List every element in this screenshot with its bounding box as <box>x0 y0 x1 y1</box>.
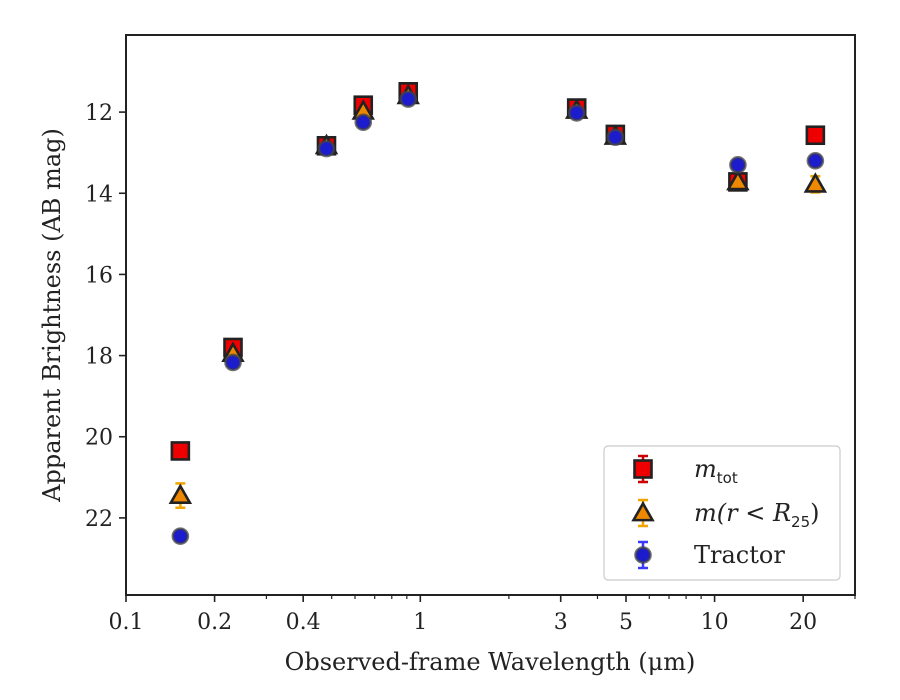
axis-ticks: 0.1 0.2 0.4 1 3 5 10 20 12 14 16 18 20 22 <box>85 101 856 635</box>
y-tick-label-5: 22 <box>85 507 113 532</box>
plot-frame <box>125 34 856 596</box>
point-mtot-0 <box>170 441 191 461</box>
y-tick-label-2: 16 <box>85 263 113 288</box>
legend-subscript: 25 <box>791 513 810 531</box>
legend-close: ) <box>810 499 819 527</box>
legend-marker-m-r25 <box>631 500 655 522</box>
x-tick-label-6: 10 <box>701 610 729 635</box>
legend: mtot m(r < R25) Tractor <box>603 445 841 581</box>
y-tick-label-0: 12 <box>85 101 113 126</box>
point-tractor-1 <box>224 353 242 372</box>
point-tractor-2 <box>317 139 336 158</box>
data-points <box>168 82 828 545</box>
point-m-r25-7 <box>726 169 750 191</box>
x-tick-label-2: 0.4 <box>286 610 321 635</box>
x-axis-label: Observed-frame Wavelength (μm) <box>285 648 696 676</box>
point-m-r25-0 <box>168 483 193 505</box>
legend-box <box>603 445 841 581</box>
series-tractor <box>171 90 825 545</box>
x-tick-label-0: 0.1 <box>109 610 144 635</box>
point-tractor-5 <box>567 104 586 122</box>
x-tick-label-3: 1 <box>413 610 427 635</box>
legend-marker-tractor <box>634 546 652 564</box>
legend-math: m <box>694 455 717 483</box>
point-tractor-7 <box>729 156 747 174</box>
y-tick-label-3: 18 <box>85 345 113 370</box>
legend-math: m(r < R <box>694 499 791 527</box>
point-tractor-8 <box>806 151 825 170</box>
legend-marker-mtot <box>633 459 653 479</box>
x-tick-label-4: 3 <box>554 610 568 635</box>
x-tick-label-1: 0.2 <box>197 610 232 635</box>
x-tick-label-5: 5 <box>619 610 633 635</box>
y-tick-label-1: 14 <box>85 182 113 207</box>
point-tractor-6 <box>606 128 625 147</box>
legend-label-mtot: mtot <box>694 455 738 487</box>
x-tick-label-7: 20 <box>789 610 817 635</box>
series-m-r25 <box>168 83 828 510</box>
point-tractor-0 <box>171 527 190 545</box>
point-mtot-8 <box>805 125 826 146</box>
point-tractor-3 <box>354 113 373 132</box>
y-axis-label: Apparent Brightness (AB mag) <box>38 128 66 503</box>
legend-label-m-r25: m(r < R25) <box>694 499 820 531</box>
point-tractor-4 <box>399 90 418 108</box>
legend-label-tractor: Tractor <box>694 541 785 569</box>
legend-subscript: tot <box>717 469 738 487</box>
point-m-r25-8 <box>803 172 828 193</box>
y-tick-label-4: 20 <box>85 426 113 451</box>
series-mtot <box>170 82 826 461</box>
